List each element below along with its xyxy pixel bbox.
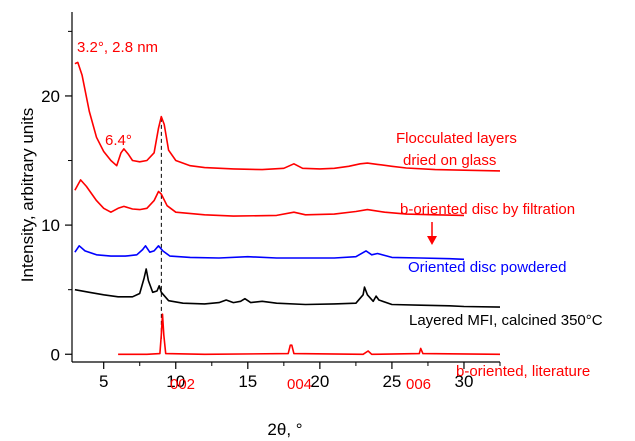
y-tick-label: 10 [41,216,60,235]
series-label-powdered: Oriented disc powdered [408,259,566,276]
series-line-2 [74,245,465,261]
x-tick-label: 30 [455,372,474,391]
down-arrow-icon [427,222,437,245]
x-axis-title: 2θ, ° [267,420,302,439]
x-tick-label: 5 [99,372,108,391]
annotation-002: 002 [170,376,195,393]
series-line-0 [74,61,501,172]
axes: 5 10 15 20 25 30 0 10 20 [41,12,501,391]
annotation-006: 006 [406,376,431,393]
x-tick-label: 10 [166,372,185,391]
annotation-004: 004 [287,376,312,393]
x-tick-label: 15 [238,372,257,391]
series-layer [74,61,501,356]
annotation-3-2-deg: 3.2°, 2.8 nm [77,39,158,56]
series-label-flocculated-line-1: Flocculated layers [396,130,517,147]
series-line-3 [74,268,501,308]
series-label-flocculated-line-2: dried on glass [403,152,496,169]
y-axis-title: Intensity, arbitrary units [18,108,37,282]
series-label-literature: b-oriented, literature [456,363,590,380]
x-tick-label: 20 [310,372,329,391]
series-label-calcined: Layered MFI, calcined 350°C [409,312,603,329]
series-line-1 [74,179,465,217]
y-tick-label: 20 [41,87,60,106]
x-tick-label: 25 [382,372,401,391]
series-line-4 [118,313,501,356]
series-label-filtration: b-oriented disc by filtration [400,201,575,218]
annotation-6-4-deg: 6.4° [105,132,132,149]
y-tick-label: 0 [51,345,60,364]
